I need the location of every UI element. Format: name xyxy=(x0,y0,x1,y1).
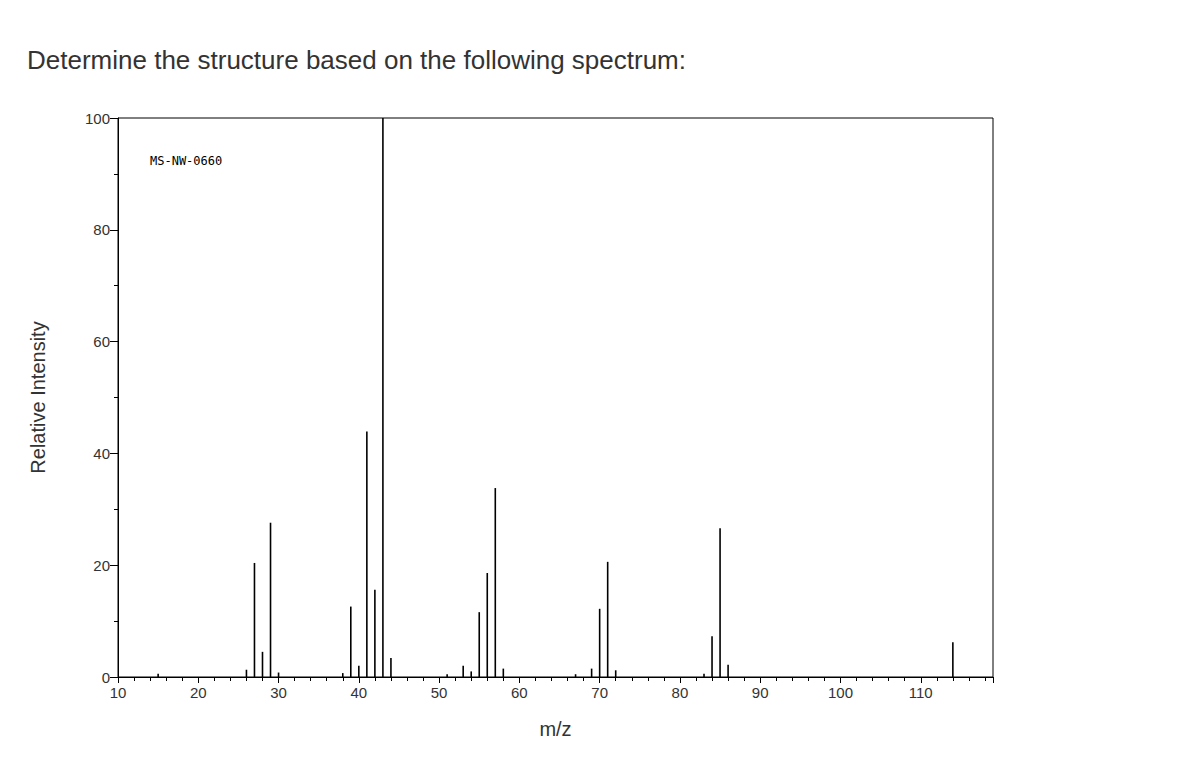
svg-text:10: 10 xyxy=(110,684,127,701)
svg-text:Relative Intensity: Relative Intensity xyxy=(27,321,49,473)
svg-text:80: 80 xyxy=(93,221,110,238)
svg-text:20: 20 xyxy=(190,684,207,701)
svg-text:20: 20 xyxy=(93,557,110,574)
svg-text:Determine the structure based: Determine the structure based on the fol… xyxy=(27,45,686,75)
svg-text:100: 100 xyxy=(828,684,853,701)
svg-text:90: 90 xyxy=(752,684,769,701)
svg-text:100: 100 xyxy=(85,110,110,127)
svg-text:30: 30 xyxy=(270,684,287,701)
svg-text:0: 0 xyxy=(102,669,110,686)
svg-text:50: 50 xyxy=(431,684,448,701)
svg-text:40: 40 xyxy=(93,445,110,462)
svg-text:40: 40 xyxy=(350,684,367,701)
svg-text:70: 70 xyxy=(591,684,608,701)
svg-text:m/z: m/z xyxy=(539,718,571,740)
svg-text:60: 60 xyxy=(93,333,110,350)
svg-text:MS-NW-0660: MS-NW-0660 xyxy=(150,154,222,168)
svg-text:60: 60 xyxy=(511,684,528,701)
svg-text:110: 110 xyxy=(909,684,933,701)
svg-text:80: 80 xyxy=(672,684,689,701)
